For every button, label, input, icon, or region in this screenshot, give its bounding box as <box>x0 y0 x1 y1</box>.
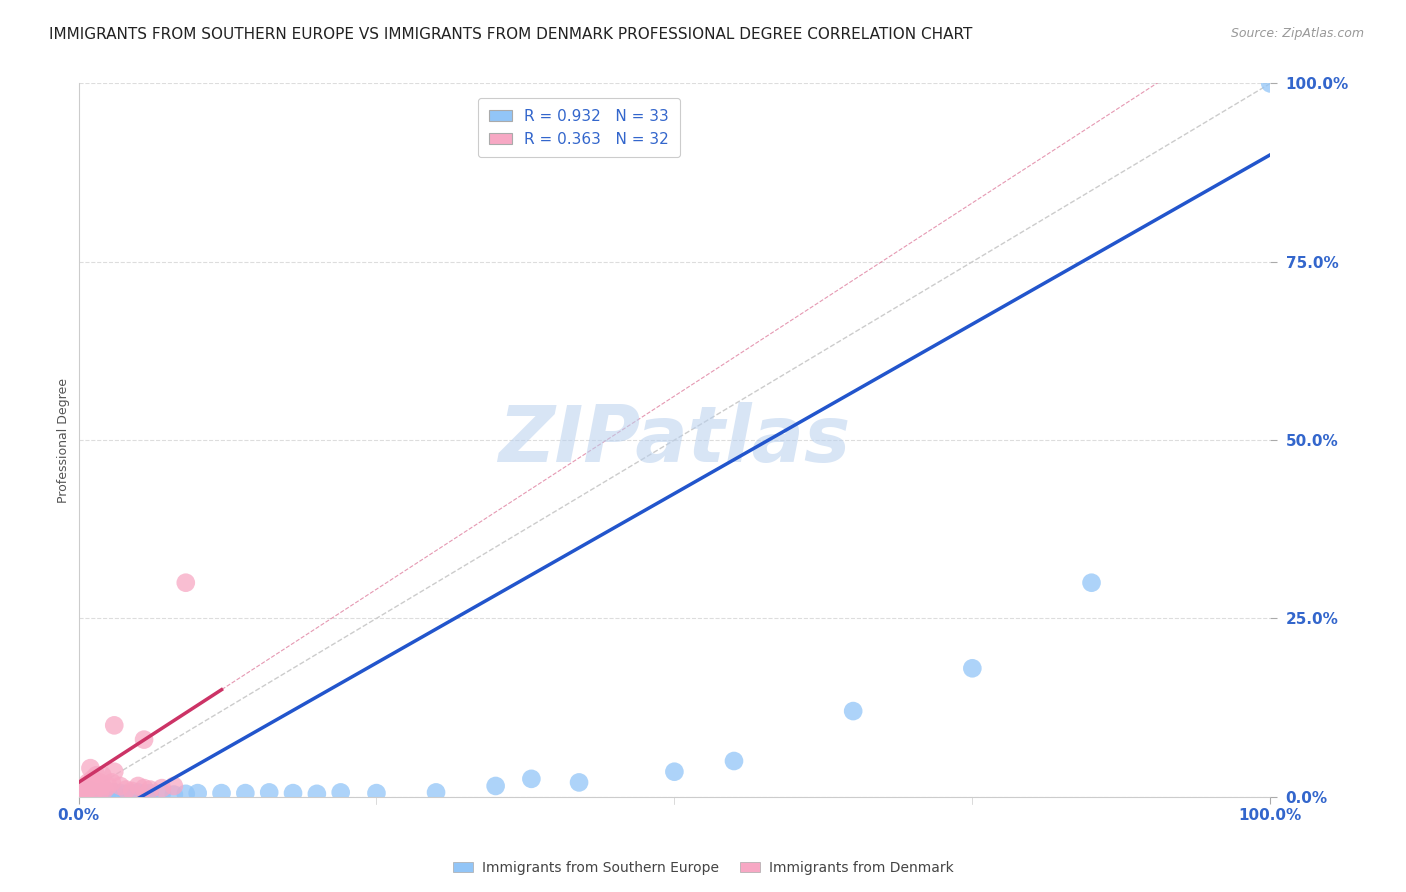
Point <box>127 785 149 799</box>
Point <box>132 732 155 747</box>
Point <box>174 787 197 801</box>
Legend: Immigrants from Southern Europe, Immigrants from Denmark: Immigrants from Southern Europe, Immigra… <box>447 855 959 880</box>
Point <box>73 786 96 800</box>
Point <box>485 779 508 793</box>
Point <box>723 754 745 768</box>
Point <box>115 787 138 801</box>
Text: IMMIGRANTS FROM SOUTHERN EUROPE VS IMMIGRANTS FROM DENMARK PROFESSIONAL DEGREE C: IMMIGRANTS FROM SOUTHERN EUROPE VS IMMIG… <box>49 27 973 42</box>
Point <box>103 764 125 779</box>
Point <box>121 784 143 798</box>
Point <box>70 786 93 800</box>
Point <box>329 785 352 799</box>
Point <box>305 787 328 801</box>
Point <box>139 782 162 797</box>
Point <box>97 785 120 799</box>
Text: ZIPatlas: ZIPatlas <box>498 402 851 478</box>
Point <box>79 784 101 798</box>
Point <box>91 785 114 799</box>
Text: Source: ZipAtlas.com: Source: ZipAtlas.com <box>1230 27 1364 40</box>
Point <box>86 768 108 782</box>
Point <box>139 786 162 800</box>
Point <box>257 785 280 799</box>
Point <box>132 787 155 801</box>
Point <box>962 661 984 675</box>
Point <box>366 786 388 800</box>
Point <box>664 764 686 779</box>
Point <box>187 786 209 800</box>
Point <box>1080 575 1102 590</box>
Point <box>75 784 97 798</box>
Point <box>132 781 155 796</box>
Point <box>103 718 125 732</box>
Point <box>79 779 101 793</box>
Point <box>103 785 125 799</box>
Point <box>211 786 233 800</box>
Point <box>281 786 304 800</box>
Point <box>82 772 104 786</box>
Y-axis label: Professional Degree: Professional Degree <box>58 377 70 502</box>
Point <box>1258 77 1281 91</box>
Legend: R = 0.932   N = 33, R = 0.363   N = 32: R = 0.932 N = 33, R = 0.363 N = 32 <box>478 98 679 157</box>
Point <box>73 782 96 797</box>
Point <box>163 788 186 802</box>
Point <box>150 786 173 800</box>
Point <box>127 779 149 793</box>
Point <box>150 781 173 796</box>
Point <box>91 768 114 782</box>
Point <box>174 575 197 590</box>
Point <box>842 704 865 718</box>
Point <box>86 786 108 800</box>
Point <box>84 782 107 797</box>
Point <box>115 782 138 797</box>
Point <box>101 775 124 789</box>
Point <box>568 775 591 789</box>
Point <box>89 775 111 789</box>
Point <box>79 761 101 775</box>
Point <box>76 784 98 798</box>
Point <box>83 775 105 789</box>
Point <box>110 786 132 800</box>
Point <box>86 779 108 793</box>
Point <box>520 772 543 786</box>
Point <box>97 779 120 793</box>
Point <box>91 779 114 793</box>
Point <box>121 786 143 800</box>
Point <box>425 785 447 799</box>
Point <box>93 782 115 797</box>
Point <box>163 779 186 793</box>
Point <box>235 786 257 800</box>
Point <box>89 785 111 799</box>
Point <box>77 775 100 789</box>
Point <box>72 786 94 800</box>
Point <box>110 779 132 793</box>
